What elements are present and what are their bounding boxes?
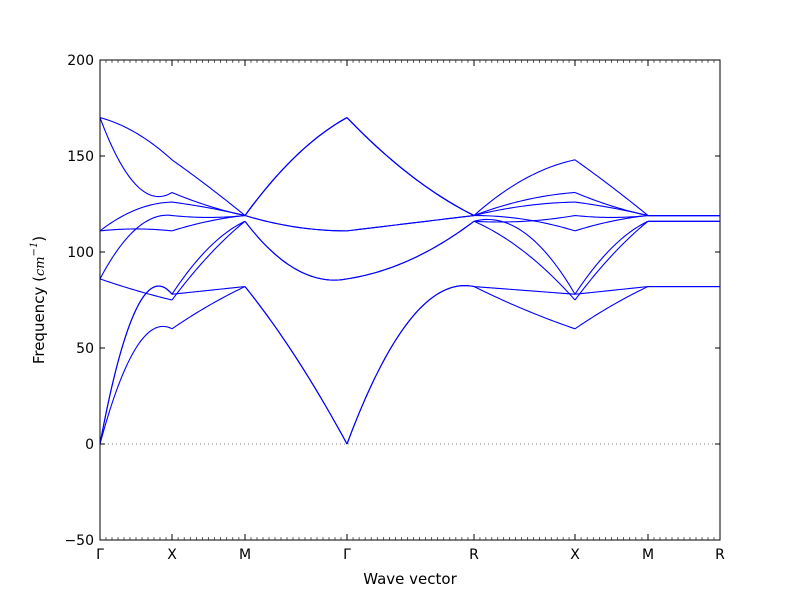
x-tick-label: R (715, 547, 725, 563)
phonon-band-curve (171, 159, 246, 216)
phonon-bands (99, 117, 720, 445)
phonon-band-curve (574, 191, 649, 217)
phonon-band-curve (171, 286, 246, 330)
y-tick-label: 50 (76, 341, 94, 357)
x-tick-label: R (469, 547, 479, 563)
y-axis-label-text: Frequency (30, 287, 48, 365)
phonon-band-curve (473, 191, 576, 217)
phonon-band-curve (244, 214, 348, 232)
x-tick-label: X (167, 547, 177, 563)
x-axis-label: Wave vector (363, 570, 457, 588)
phonon-band-curve (346, 117, 475, 217)
phonon-band-curve (171, 220, 246, 301)
phonon-band-curve (473, 286, 576, 330)
phonon-band-curve (244, 220, 348, 281)
phonon-band-curve (171, 220, 246, 295)
phonon-band-curve (346, 214, 475, 232)
x-tick-label: M (642, 547, 654, 563)
x-tick-label: X (570, 547, 580, 563)
y-axis-label-exponent: −1 (29, 242, 40, 257)
phonon-band-curve (574, 286, 649, 295)
phonon-band-curve (473, 220, 576, 301)
phonon-band-curve (171, 191, 246, 217)
y-tick-label: 150 (67, 149, 94, 165)
phonon-band-curve (99, 278, 173, 301)
y-axis-label-open-paren: ( (30, 276, 48, 287)
phonon-band-curve (99, 117, 173, 161)
phonon-band-curve (574, 286, 649, 330)
phonon-band-curve (171, 214, 246, 232)
y-tick-label: 0 (85, 437, 94, 453)
x-tick-label: Γ (96, 547, 104, 563)
phonon-band-curve (244, 117, 348, 216)
phonon-band-curve (171, 286, 246, 295)
phonon-band-curve (473, 214, 576, 232)
phonon-band-curve (574, 214, 649, 232)
y-tick-label: 100 (67, 245, 94, 261)
y-axis-label-unit: cm (33, 256, 48, 276)
phonon-band-curve (574, 220, 649, 295)
y-tick-label: 200 (67, 53, 94, 69)
phonon-band-curve (473, 286, 576, 295)
phonon-band-curve (473, 201, 576, 217)
phonon-band-curve (99, 325, 173, 445)
phonon-band-curve (244, 286, 348, 445)
phonon-band-curve (99, 201, 173, 232)
y-axis-ticks: −50 0 50 100 150 200 (64, 53, 720, 549)
plot-frame (99, 59, 721, 541)
phonon-band-curve (346, 285, 475, 445)
phonon-band-curve (473, 218, 576, 295)
phonon-band-curve (99, 285, 173, 445)
phonon-band-curve (99, 117, 173, 198)
y-tick-label: −50 (64, 533, 94, 549)
phonon-band-curve (346, 220, 475, 280)
phonon-band-curve (574, 220, 649, 301)
phonon-band-curve (473, 159, 576, 216)
x-tick-label: Γ (343, 547, 351, 563)
phonon-band-curve (574, 159, 649, 216)
x-tick-label: M (239, 547, 251, 563)
plot-area (100, 60, 720, 540)
phonon-band-curve (99, 228, 173, 232)
y-axis-label-close-paren: ) (30, 236, 48, 242)
phonon-band-curve (473, 214, 576, 223)
y-axis-label: Frequency (cm−1) (29, 236, 48, 364)
